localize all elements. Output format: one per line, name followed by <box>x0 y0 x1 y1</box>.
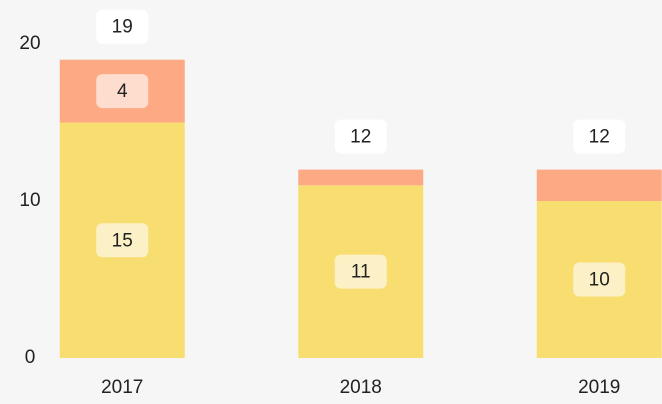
segment-label: 15 <box>112 230 133 251</box>
y-tick-label: 0 <box>25 347 36 368</box>
total-label-box <box>334 119 387 154</box>
segment-label-box <box>573 262 626 297</box>
segment-label-box <box>334 254 387 289</box>
y-tick-label: 10 <box>19 190 40 211</box>
total-label: 19 <box>112 17 133 38</box>
x-tick-label: 2018 <box>340 377 382 398</box>
segment-label-box <box>96 74 149 109</box>
total-label-box <box>96 9 149 44</box>
y-tick-label: 20 <box>19 33 40 54</box>
x-tick-label: 2017 <box>101 377 143 398</box>
segment-label: 10 <box>589 270 610 291</box>
segment-label-box <box>96 223 149 258</box>
bar-segment <box>536 169 662 201</box>
segment-label: 4 <box>117 81 128 102</box>
segment-label: 11 <box>351 262 371 283</box>
total-label: 12 <box>589 127 610 148</box>
total-label: 12 <box>350 127 371 148</box>
total-label-box <box>573 119 626 154</box>
x-tick-label: 2019 <box>578 377 620 398</box>
bar-segment <box>298 169 424 186</box>
